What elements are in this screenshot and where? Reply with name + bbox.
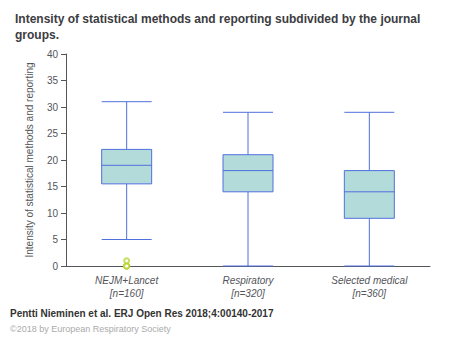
svg-text:0: 0 (52, 261, 58, 272)
svg-text:[n=320]: [n=320] (230, 288, 265, 299)
svg-text:Respiratory: Respiratory (222, 275, 274, 286)
svg-text:40: 40 (47, 49, 59, 60)
svg-text:Pentti Nieminen et al. ERJ Ope: Pentti Nieminen et al. ERJ Open Res 2018… (10, 308, 274, 319)
svg-text:[n=160]: [n=160] (109, 288, 144, 299)
svg-text:NEJM+Lancet: NEJM+Lancet (95, 275, 159, 286)
svg-text:5: 5 (52, 234, 58, 245)
svg-text:groups.: groups. (15, 28, 59, 42)
svg-text:Intensity of statistical metho: Intensity of statistical methods and rep… (15, 12, 424, 26)
svg-text:©2018 by European Respiratory: ©2018 by European Respiratory Society (10, 324, 171, 334)
svg-text:Selected medical: Selected medical (331, 275, 408, 286)
svg-text:35: 35 (47, 75, 59, 86)
svg-text:10: 10 (47, 208, 59, 219)
svg-text:15: 15 (47, 181, 59, 192)
svg-text:30: 30 (47, 102, 59, 113)
svg-text:[n=360]: [n=360] (352, 288, 387, 299)
svg-text:25: 25 (47, 128, 59, 139)
svg-text:20: 20 (47, 155, 59, 166)
svg-text:Intensity of statistical metho: Intensity of statistical methods and rep… (24, 62, 35, 257)
